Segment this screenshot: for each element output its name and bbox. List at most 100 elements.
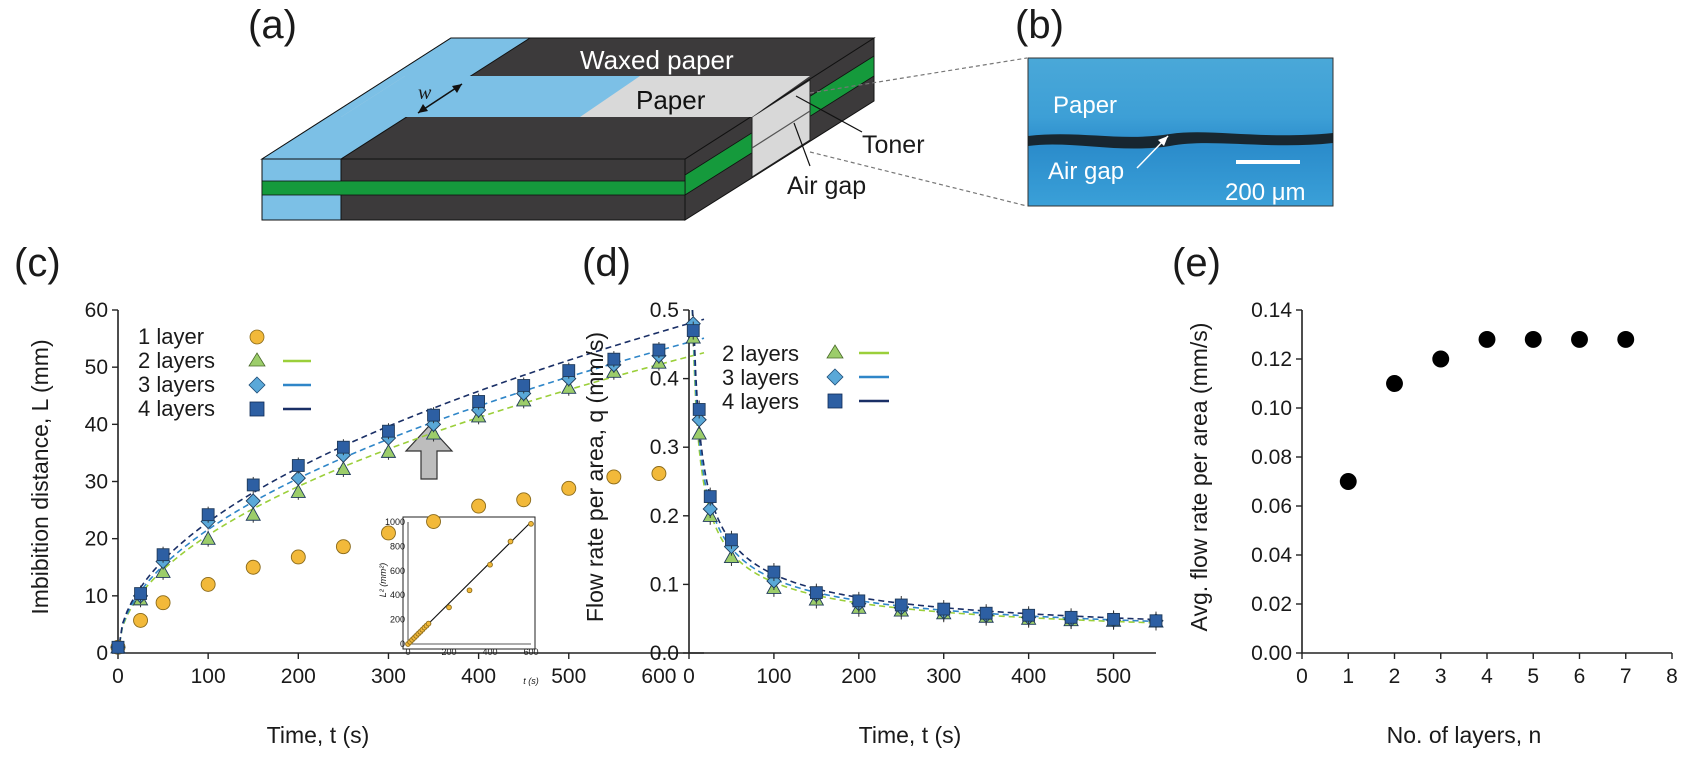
- chart-d-point-1-2: [702, 501, 718, 517]
- chart-e-xtick-2: 2: [1389, 665, 1401, 688]
- chart-d-legend-2layers: 2 layers: [722, 341, 799, 366]
- chart-e-ytick-4: 0.08: [1251, 446, 1292, 469]
- chart-e-xtick-0: 0: [1296, 665, 1308, 688]
- micrograph-paper-label: Paper: [1053, 92, 1117, 119]
- chart-c-xtick-5: 500: [551, 665, 586, 688]
- inset-point-14: [507, 538, 514, 545]
- inset-point-15: [528, 520, 534, 527]
- chart-c-legend-marker-2layers: [248, 352, 266, 367]
- chart-d-point-0-3: [723, 549, 740, 564]
- chart-d-point-2-8: [937, 602, 951, 616]
- chart-c-legend-marker-3layers: [248, 376, 266, 394]
- chart-c-point-3-6: [336, 440, 350, 454]
- chart-e-ytick-7: 0.14: [1251, 299, 1292, 322]
- inset-xlabel: t (s): [523, 676, 539, 686]
- chart-c-point-3-3: [201, 508, 215, 522]
- chart-d-point-2-11: [1064, 610, 1078, 624]
- chart-e-point-3: [1478, 330, 1496, 348]
- chart-e-ytick-2: 0.04: [1251, 544, 1292, 567]
- chart-d-legend-marker-2layers: [826, 344, 844, 359]
- chart-d-point-2-3: [725, 533, 738, 547]
- micrograph-image: [1027, 57, 1334, 207]
- chart-e-xtick-4: 4: [1481, 665, 1493, 688]
- inset-point-12: [466, 587, 473, 594]
- chart-e-point-0: [1339, 473, 1357, 490]
- chart-d: Time, t (s) Flow rate per area, q (mm/s)…: [582, 299, 1164, 748]
- scale-bar-label: 200 μm: [1225, 179, 1306, 206]
- chart-d-xtick-2: 200: [841, 665, 876, 688]
- schematic-device: [260, 37, 876, 221]
- inset-ytick-0: 0: [400, 639, 405, 649]
- chart-c-fit-3: [117, 337, 705, 654]
- chart-d-point-2-13: [1149, 614, 1163, 628]
- chart-c-point-3-11: [562, 364, 576, 377]
- chart-c-point-3-0: [111, 640, 125, 654]
- chart-d-xtick-3: 300: [926, 665, 961, 688]
- chart-c-point-0-7: [381, 525, 396, 541]
- chart-d-point-2-6: [852, 594, 866, 608]
- chart-d-legend-4layers: 4 layers: [722, 389, 799, 414]
- chart-e-point-6: [1617, 330, 1635, 348]
- waxed-paper-label: Waxed paper: [580, 45, 734, 75]
- chart-d-point-1-1: [691, 412, 707, 428]
- chart-d-point-2-9: [979, 606, 993, 620]
- chart-e-point-2: [1432, 350, 1450, 368]
- chart-c-ytick-6: 60: [85, 299, 108, 322]
- paper-label: Paper: [636, 85, 706, 115]
- chart-d-ytick-0: 0.0: [650, 642, 679, 665]
- chart-e-ytick-0: 0.00: [1251, 642, 1292, 665]
- chart-c-ytick-0: 0: [96, 642, 108, 665]
- chart-d-point-2-7: [894, 598, 908, 612]
- chart-c-point-0-13: [651, 466, 667, 481]
- chart-d-xtick-1: 100: [756, 665, 791, 688]
- chart-c-xtick-6: 600: [641, 665, 676, 688]
- chart-e-point-1: [1386, 375, 1403, 392]
- zoom-line-top: [809, 57, 1028, 94]
- chart-d-ylabel: Flow rate per area, q (mm/s): [582, 332, 608, 622]
- inset-point-10: [425, 620, 432, 627]
- chart-e-xtick-5: 5: [1527, 665, 1539, 688]
- chart-c-point-0-9: [471, 498, 487, 514]
- chart-c-point-1-6: [335, 460, 352, 475]
- inset-point-13: [487, 561, 493, 568]
- chart-c-point-3-1: [134, 587, 147, 600]
- toner-pointer: [795, 95, 863, 133]
- chart-e-ytick-6: 0.12: [1251, 348, 1292, 371]
- chart-c-legend-marker-1layer: [249, 329, 265, 345]
- chart-c-point-3-5: [291, 459, 305, 472]
- panel-label-b: (b): [1015, 3, 1064, 47]
- chart-c-legend-4layers: 4 layers: [138, 396, 215, 421]
- chart-c-ytick-1: 10: [85, 585, 108, 608]
- inset-ytick-5: 1000: [385, 517, 405, 527]
- air-gap-channel: [751, 79, 811, 178]
- chart-d-ytick-3: 0.3: [650, 436, 679, 459]
- chart-c-xlabel: Time, t (s): [267, 722, 370, 748]
- toner-layer-front: [261, 180, 686, 196]
- chart-c-ytick-5: 50: [85, 356, 108, 379]
- inset-xtick-3: 600: [523, 647, 538, 657]
- chart-c-point-1-5: [290, 483, 307, 498]
- chart-d-legend-marker-4layers: [827, 393, 843, 409]
- chart-c-point-1-2: [155, 563, 171, 578]
- chart-e-ytick-5: 0.10: [1251, 397, 1292, 420]
- chart-c-legend-3layers: 3 layers: [138, 372, 215, 397]
- chart-c-point-3-10: [517, 379, 531, 392]
- inset-ytick-4: 800: [390, 541, 405, 551]
- chart-c-ytick-3: 30: [85, 471, 108, 494]
- chart-d-point-2-2: [703, 490, 717, 503]
- chart-c-point-1-11: [561, 379, 577, 394]
- chart-c-legend-1layer: 1 layer: [138, 324, 204, 349]
- chart-e-xtick-6: 6: [1574, 665, 1586, 688]
- air-gap-pointer: [793, 122, 811, 167]
- chart-d-fit-4: [691, 309, 1157, 621]
- chart-d-point-2-12: [1107, 612, 1120, 626]
- chart-d-xlabel: Time, t (s): [859, 722, 962, 748]
- chart-c-point-2-4: [245, 493, 261, 509]
- chart-e-axes: [1301, 310, 1672, 654]
- chart-d-point-2-1: [692, 403, 706, 416]
- chart-c-point-3-7: [382, 424, 395, 438]
- chart-c-ytick-2: 20: [85, 528, 108, 551]
- chart-d-xtick-4: 400: [1011, 665, 1046, 688]
- chart-c-point-0-8: [426, 514, 441, 529]
- panel-label-d: (d): [582, 241, 631, 285]
